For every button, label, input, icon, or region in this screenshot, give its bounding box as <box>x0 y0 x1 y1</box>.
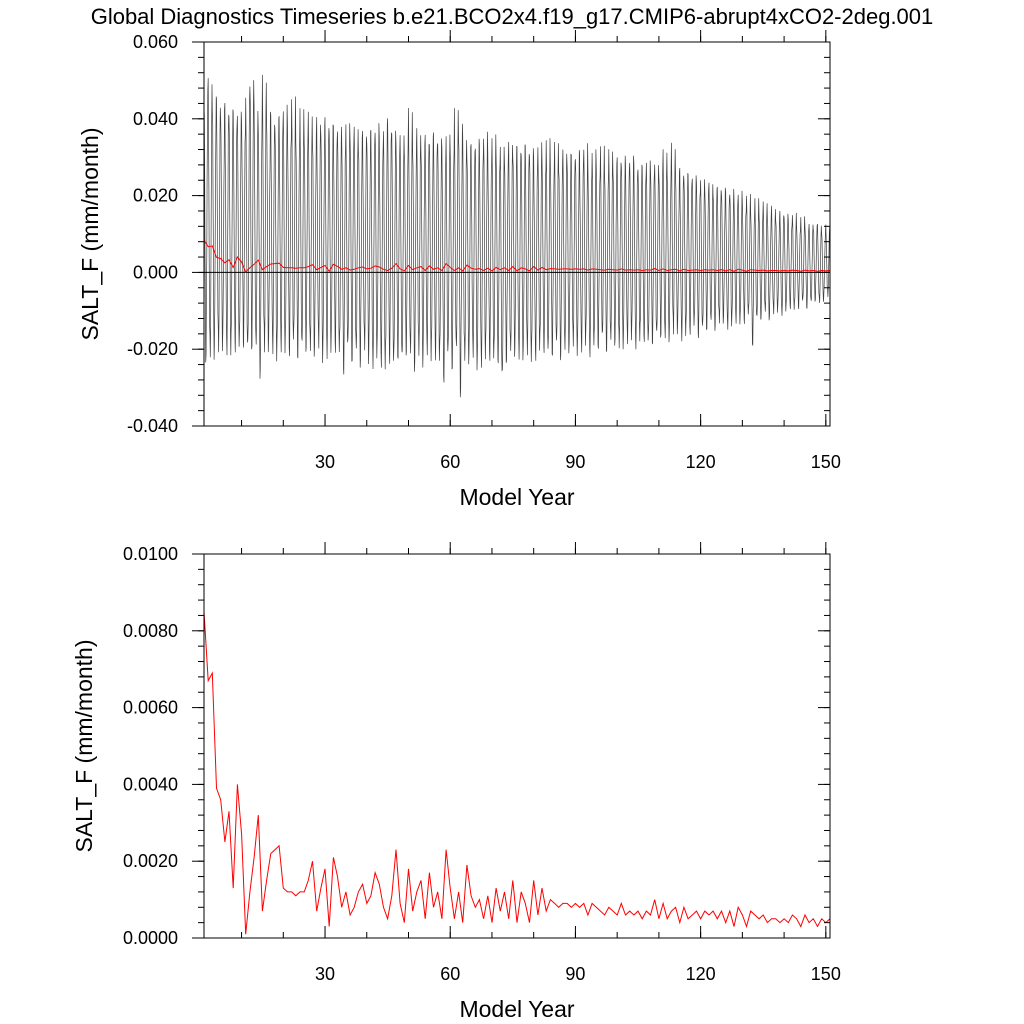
plot-frame <box>203 553 831 939</box>
annual-mean-series-line <box>204 611 830 935</box>
y-axis-label: SALT_F (mm/month) <box>77 128 103 341</box>
x-tick-label: 150 <box>811 452 841 472</box>
y-tick-label: 0.020 <box>133 186 178 206</box>
x-tick-label: 120 <box>686 452 716 472</box>
y-tick-label: 0.0000 <box>123 928 178 948</box>
y-tick-label: 0.000 <box>133 262 178 282</box>
annual-mean-series-line <box>204 239 830 273</box>
y-tick-label: 0.060 <box>133 32 178 52</box>
top-chart-panel: 30 60 90 120 150 -0.040 -0.020 0.000 0.020 0.040 0… <box>77 30 841 510</box>
x-tick-label: 90 <box>565 964 585 984</box>
y-tick-label: 0.0040 <box>123 774 178 794</box>
y-tick-label: -0.040 <box>127 416 178 436</box>
y-tick-label: 0.0100 <box>123 544 178 564</box>
x-tick-label: 60 <box>440 964 460 984</box>
plot-frame <box>203 41 831 427</box>
x-tick-label: 120 <box>686 964 716 984</box>
plot-area <box>204 74 830 398</box>
bottom-chart-panel: 30 60 90 120 150 0.0000 0.0020 0.0040 0.0060 0.00… <box>71 542 841 1022</box>
y-tick-label: 0.040 <box>133 109 178 129</box>
x-tick-label: 60 <box>440 452 460 472</box>
y-tick-label: -0.020 <box>127 339 178 359</box>
y-axis-label: SALT_F (mm/month) <box>71 640 97 853</box>
x-axis-label: Model Year <box>459 484 574 510</box>
x-axis-label: Model Year <box>459 996 574 1022</box>
monthly-series-line <box>204 74 830 398</box>
x-tick-label: 150 <box>811 964 841 984</box>
figure-title: Global Diagnostics Timeseries b.e21.BCO2… <box>91 4 934 29</box>
y-tick-label: 0.0020 <box>123 851 178 871</box>
y-tick-label: 0.0060 <box>123 698 178 718</box>
x-tick-label: 30 <box>315 964 335 984</box>
x-tick-label: 30 <box>315 452 335 472</box>
x-tick-label: 90 <box>565 452 585 472</box>
y-tick-label: 0.0080 <box>123 621 178 641</box>
plot-area <box>204 611 830 935</box>
